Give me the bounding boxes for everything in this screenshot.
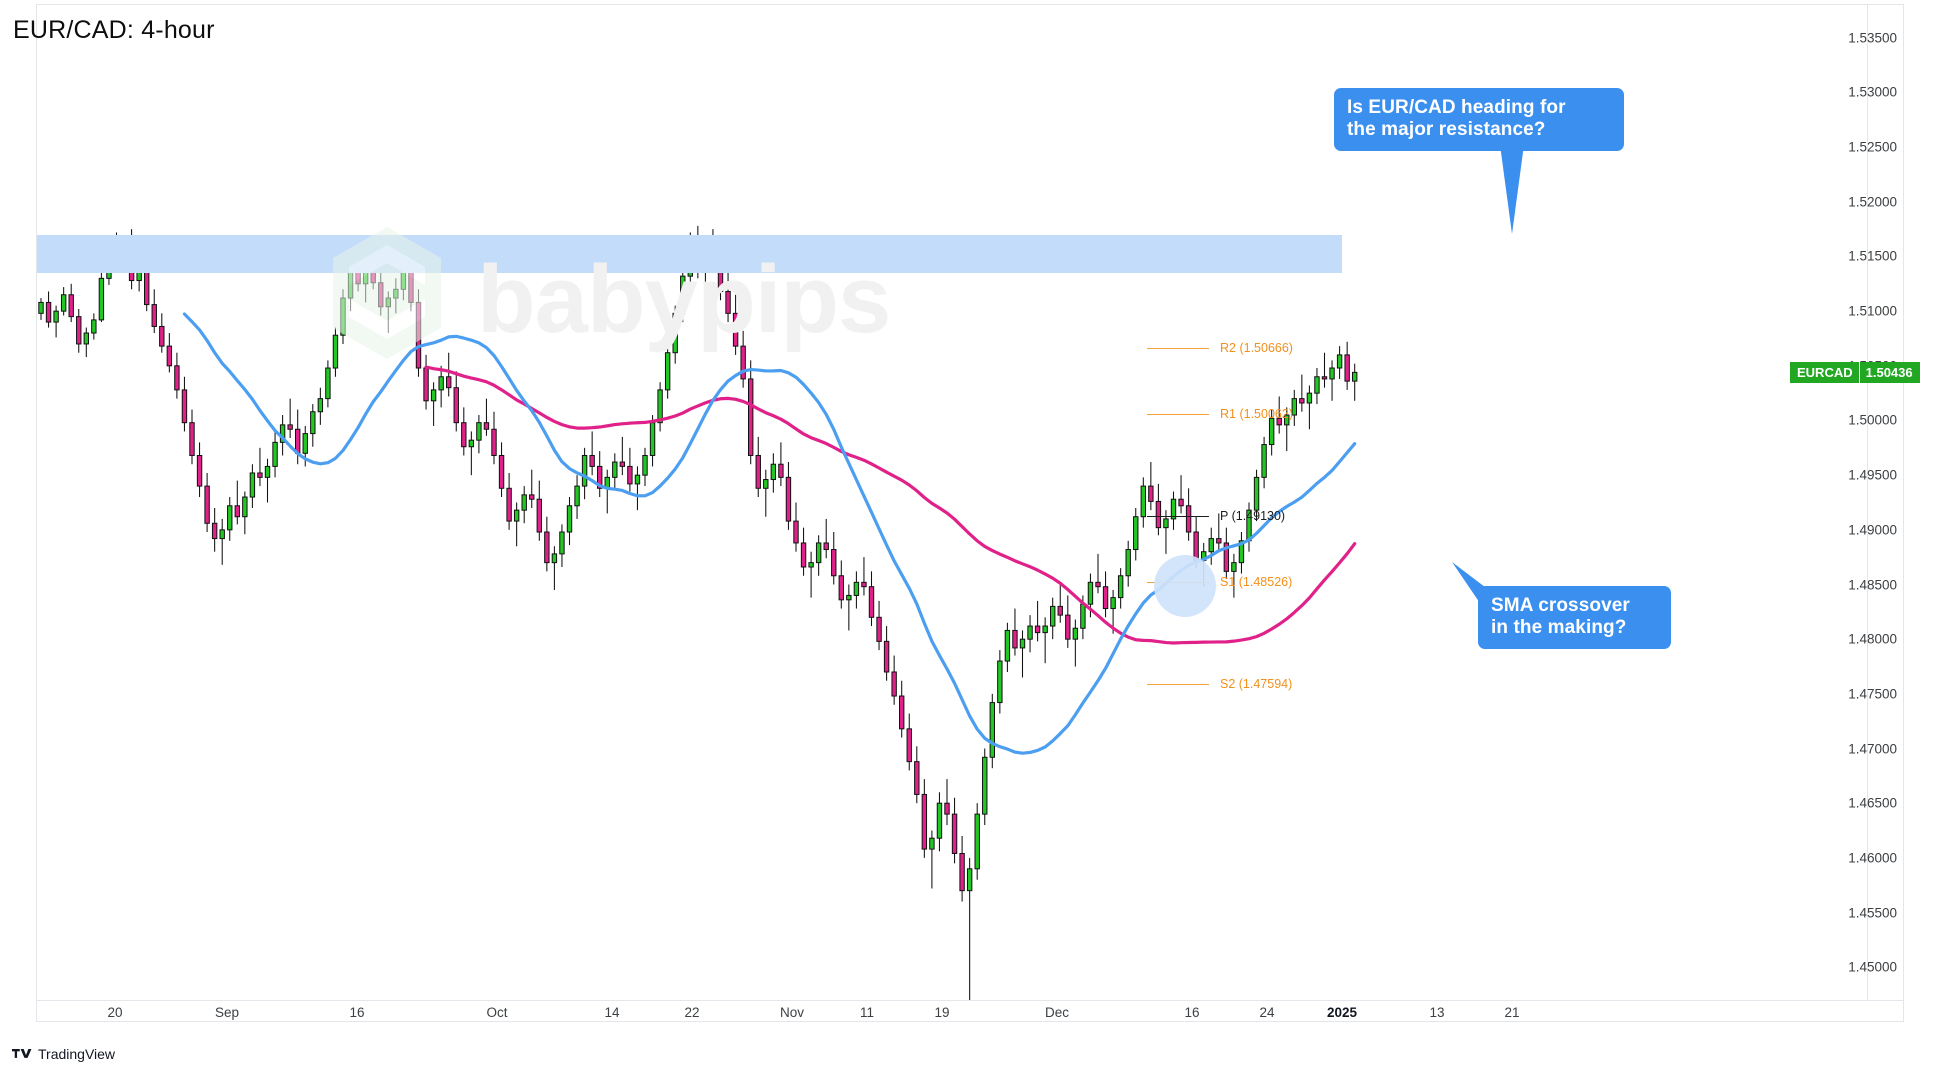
last-price-badge: EURCAD 1.50436 [1790, 362, 1920, 384]
time-tick: 22 [684, 1005, 700, 1020]
page-title: EUR/CAD: 4-hour [13, 16, 215, 44]
time-tick: 16 [1184, 1005, 1200, 1020]
price-tick: 1.52000 [1848, 194, 1897, 210]
price-tick: 1.47000 [1848, 741, 1897, 757]
pivot-label-s1: S1 (1.48526) [1220, 574, 1293, 589]
candlestick-series [38, 225, 1358, 1000]
price-tick: 1.46000 [1848, 850, 1897, 866]
time-axis[interactable]: 20 Sep 16 Oct 14 22 Nov 11 19 Dec 16 24 2025 13 21 [37, 1000, 1903, 1021]
resistance-callout: Is EUR/CAD heading for the major resista… [1334, 88, 1624, 152]
plot-area[interactable]: babypips R2 (1.50666) R1 (1.50062) P (1.49… [37, 5, 1867, 1000]
time-tick: Oct [486, 1005, 508, 1020]
pivot-label-r1: R1 (1.50062) [1220, 406, 1293, 421]
time-tick: 16 [349, 1005, 365, 1020]
price-tick: 1.46500 [1848, 795, 1897, 811]
tradingview-label: TradingView [38, 1046, 116, 1062]
pivot-label-p: P (1.49130) [1220, 508, 1286, 523]
time-tick: 20 [107, 1005, 123, 1020]
major-resistance-zone [37, 234, 1342, 273]
time-tick: 2025 [1326, 1005, 1358, 1020]
price-tick: 1.45000 [1848, 959, 1897, 975]
time-tick: 21 [1504, 1005, 1520, 1020]
price-tick: 1.49000 [1848, 522, 1897, 538]
price-badge-value: 1.50436 [1858, 362, 1920, 384]
tradingview-logo-icon [12, 1049, 32, 1058]
pivot-label-s2: S2 (1.47594) [1220, 676, 1293, 691]
pivot-line-p [1147, 515, 1209, 517]
price-axis[interactable]: 1.53500 1.53000 1.52500 1.52000 1.51500 1.510… [1848, 5, 1903, 1000]
time-tick: 19 [934, 1005, 950, 1020]
price-tick: 1.52500 [1848, 139, 1897, 155]
price-tick: 1.50000 [1848, 412, 1897, 428]
pivot-line-r2 [1147, 347, 1209, 349]
pivot-line-r1 [1147, 413, 1209, 415]
resistance-callout-tail [1498, 130, 1526, 234]
price-tick: 1.51000 [1848, 303, 1897, 319]
price-tick: 1.53000 [1848, 84, 1897, 100]
time-tick: Dec [1044, 1005, 1070, 1020]
tradingview-attribution[interactable]: TradingView [12, 1046, 115, 1062]
price-tick: 1.48000 [1848, 631, 1897, 647]
sma-crossover-highlight [1154, 555, 1216, 618]
time-tick: 14 [604, 1005, 620, 1020]
time-tick: Sep [214, 1005, 240, 1020]
chart-frame [36, 4, 1904, 1022]
pivot-label-r2: R2 (1.50666) [1220, 340, 1293, 355]
time-tick: 13 [1429, 1005, 1445, 1020]
time-tick: 11 [859, 1005, 875, 1020]
price-tick: 1.45500 [1848, 905, 1897, 921]
price-tick: 1.53500 [1848, 30, 1897, 46]
sma-callout: SMA crossover in the making? [1478, 586, 1671, 650]
price-tick: 1.49500 [1848, 467, 1897, 483]
price-tick: 1.47500 [1848, 686, 1897, 702]
price-tick: 1.51500 [1848, 248, 1897, 264]
time-tick: Nov [779, 1005, 805, 1020]
price-badge-symbol: EURCAD [1790, 362, 1859, 384]
pivot-line-s2 [1147, 683, 1209, 685]
time-tick: 24 [1259, 1005, 1275, 1020]
price-tick: 1.48500 [1848, 577, 1897, 592]
